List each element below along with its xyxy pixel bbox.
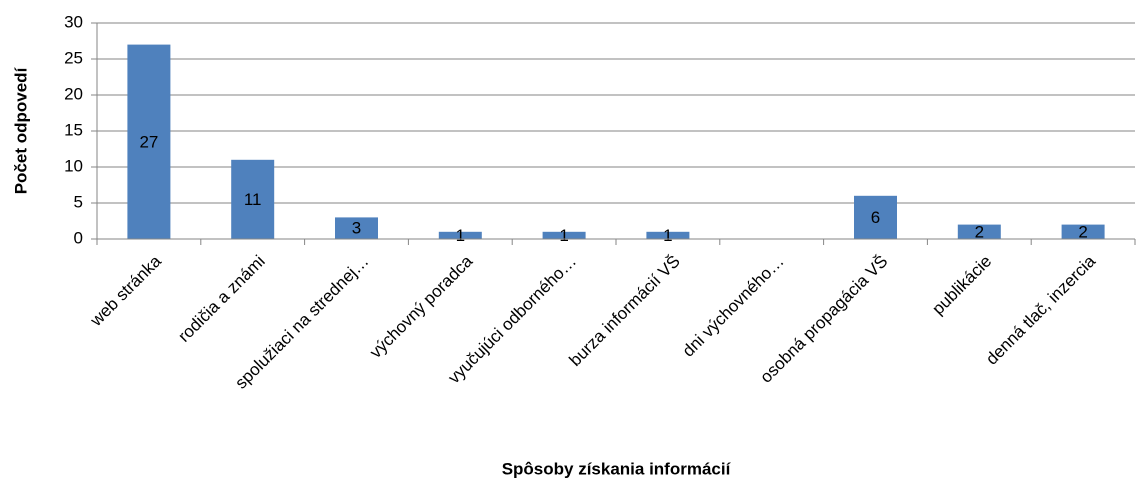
data-label: 1 [456, 226, 465, 245]
y-tick-label: 0 [74, 228, 83, 247]
y-tick-label: 10 [64, 156, 83, 175]
x-tick-label: burza informácií VŠ [566, 252, 684, 370]
bar [335, 217, 378, 239]
data-label: 1 [559, 226, 568, 245]
x-tick-label: web stránka [86, 251, 165, 330]
x-tick-label: rodičia a známi [174, 252, 268, 346]
bar [646, 231, 690, 239]
data-label: 1 [663, 226, 672, 245]
x-tick-label: výchovný poradca [366, 251, 477, 362]
y-tick-label: 15 [64, 120, 83, 139]
data-label: 2 [1078, 222, 1087, 241]
data-label: 11 [244, 190, 262, 209]
y-tick-label: 5 [74, 192, 83, 211]
x-tick-label: denná tlač, inzercia [982, 251, 1099, 368]
x-tick-label: dni výchovného… [679, 252, 788, 361]
y-tick-label: 25 [64, 48, 83, 67]
x-tick-label: publikácie [928, 252, 995, 319]
bar [542, 231, 586, 239]
data-label: 3 [352, 219, 361, 238]
x-axis-title: Spôsoby získania informácií [502, 459, 732, 478]
data-label: 6 [871, 208, 880, 227]
bar [438, 231, 482, 239]
bar [957, 224, 1001, 239]
y-tick-label: 20 [64, 84, 83, 103]
y-tick-label: 30 [64, 12, 83, 31]
bar [127, 44, 171, 239]
bar [231, 159, 275, 239]
bar [854, 195, 897, 239]
bar [1061, 224, 1105, 239]
data-label: 27 [139, 132, 158, 151]
y-axis-title: Počet odpovedí [11, 66, 30, 194]
data-label: 2 [975, 222, 984, 241]
